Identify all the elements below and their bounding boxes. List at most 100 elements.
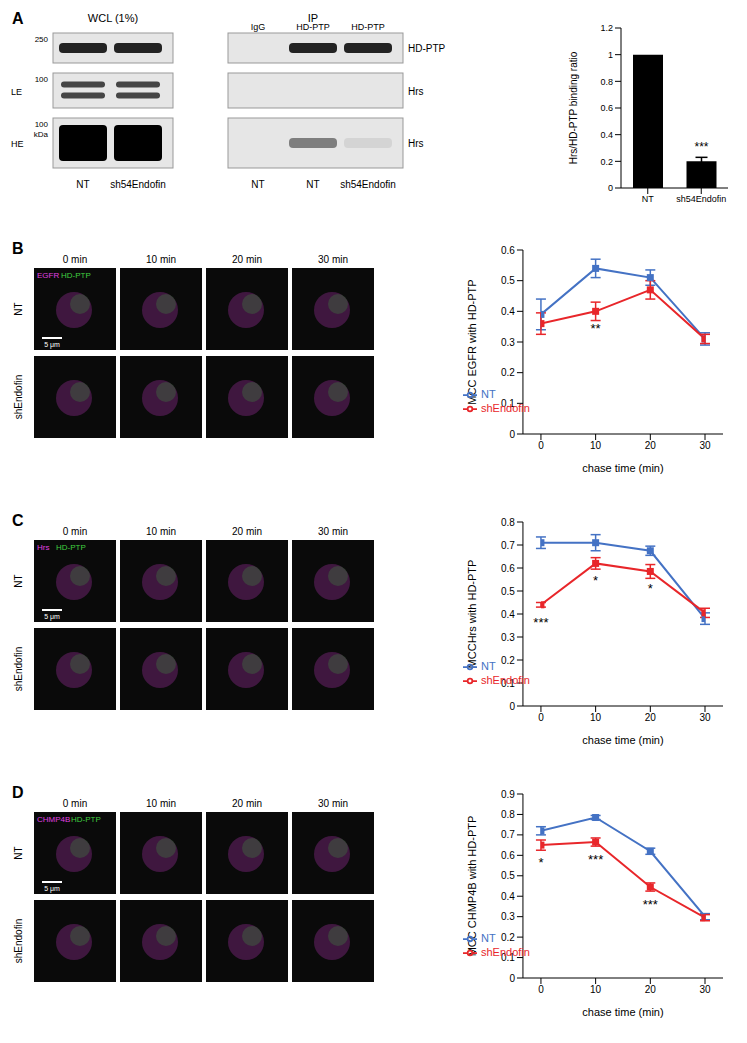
svg-text:0 min: 0 min — [63, 798, 87, 809]
svg-text:HD-PTP: HD-PTP — [296, 22, 330, 32]
svg-text:10 min: 10 min — [146, 526, 176, 537]
svg-text:0: 0 — [509, 429, 515, 440]
svg-text:*: * — [538, 855, 543, 870]
svg-text:NT: NT — [13, 846, 24, 859]
svg-text:0.2: 0.2 — [501, 367, 515, 378]
svg-text:C: C — [12, 512, 24, 529]
svg-text:30: 30 — [699, 984, 711, 995]
svg-text:30 min: 30 min — [318, 798, 348, 809]
svg-text:0.1: 0.1 — [501, 678, 515, 689]
svg-text:0: 0 — [608, 183, 613, 193]
svg-text:sh54Endofin: sh54Endofin — [110, 179, 166, 190]
svg-text:HD-PTP: HD-PTP — [351, 22, 385, 32]
svg-text:chase time (min): chase time (min) — [582, 1006, 663, 1018]
svg-text:20: 20 — [645, 440, 657, 451]
svg-text:10 min: 10 min — [146, 798, 176, 809]
svg-text:30: 30 — [699, 440, 711, 451]
svg-text:30 min: 30 min — [318, 526, 348, 537]
svg-text:0: 0 — [509, 701, 515, 712]
svg-text:0: 0 — [509, 973, 515, 984]
svg-text:**: ** — [591, 321, 601, 336]
svg-text:0.6: 0.6 — [501, 850, 515, 861]
svg-text:0.2: 0.2 — [501, 932, 515, 943]
svg-text:LE: LE — [11, 87, 22, 97]
svg-text:kDa: kDa — [34, 130, 49, 139]
svg-text:0: 0 — [538, 440, 544, 451]
svg-text:HD-PTP: HD-PTP — [71, 815, 101, 824]
svg-text:chase time (min): chase time (min) — [582, 462, 663, 474]
svg-text:NT: NT — [13, 302, 24, 315]
svg-text:HD-PTP: HD-PTP — [61, 271, 91, 280]
svg-text:sh54Endofin: sh54Endofin — [340, 179, 396, 190]
svg-text:0.9: 0.9 — [501, 789, 515, 800]
svg-text:CHMP4B: CHMP4B — [37, 815, 70, 824]
svg-text:0.1: 0.1 — [501, 952, 515, 963]
svg-text:0.8: 0.8 — [600, 77, 613, 87]
svg-text:A: A — [12, 10, 24, 27]
svg-text:30: 30 — [699, 712, 711, 723]
svg-text:0.4: 0.4 — [501, 891, 515, 902]
svg-text:1.2: 1.2 — [600, 23, 613, 33]
svg-text:Hrs: Hrs — [408, 138, 424, 149]
svg-text:20 min: 20 min — [232, 526, 262, 537]
svg-text:0.7: 0.7 — [501, 540, 515, 551]
svg-text:0.8: 0.8 — [501, 517, 515, 528]
svg-text:shEndofin: shEndofin — [13, 919, 24, 963]
svg-text:0.3: 0.3 — [501, 632, 515, 643]
svg-text:10: 10 — [590, 984, 602, 995]
svg-text:0.3: 0.3 — [501, 911, 515, 922]
svg-text:chase time (min): chase time (min) — [582, 734, 663, 746]
svg-text:0.4: 0.4 — [501, 609, 515, 620]
svg-text:5 μm: 5 μm — [44, 885, 60, 893]
svg-text:MCCHrs with HD-PTP: MCCHrs with HD-PTP — [466, 560, 478, 669]
svg-text:shEndofin: shEndofin — [13, 375, 24, 419]
svg-text:30 min: 30 min — [318, 254, 348, 265]
svg-text:10: 10 — [590, 440, 602, 451]
svg-text:IgG: IgG — [251, 22, 266, 32]
svg-text:0 min: 0 min — [63, 254, 87, 265]
svg-text:*: * — [648, 581, 653, 596]
svg-text:NT: NT — [13, 574, 24, 587]
svg-text:0 min: 0 min — [63, 526, 87, 537]
svg-text:sh54Endofin: sh54Endofin — [676, 194, 726, 204]
svg-text:100: 100 — [35, 75, 49, 84]
svg-text:0.4: 0.4 — [501, 306, 515, 317]
svg-text:***: *** — [588, 852, 603, 867]
svg-text:NT: NT — [306, 179, 319, 190]
svg-text:0.6: 0.6 — [600, 103, 613, 113]
svg-text:*: * — [593, 573, 598, 588]
svg-text:0.1: 0.1 — [501, 398, 515, 409]
svg-text:0.4: 0.4 — [600, 130, 613, 140]
svg-text:0.6: 0.6 — [501, 563, 515, 574]
svg-text:HD-PTP: HD-PTP — [408, 43, 446, 54]
svg-text:0: 0 — [538, 712, 544, 723]
svg-text:0: 0 — [538, 984, 544, 995]
svg-text:250: 250 — [35, 35, 49, 44]
svg-text:WCL (1%): WCL (1%) — [88, 12, 138, 24]
svg-text:5 μm: 5 μm — [44, 341, 60, 349]
svg-text:10: 10 — [590, 712, 602, 723]
svg-text:0.5: 0.5 — [501, 275, 515, 286]
svg-text:MCC EGFR with HD-PTP: MCC EGFR with HD-PTP — [466, 279, 478, 404]
svg-text:0.3: 0.3 — [501, 337, 515, 348]
svg-text:20 min: 20 min — [232, 254, 262, 265]
svg-text:100: 100 — [35, 120, 49, 129]
svg-text:D: D — [12, 784, 24, 801]
svg-text:0.5: 0.5 — [501, 586, 515, 597]
svg-text:10 min: 10 min — [146, 254, 176, 265]
svg-text:EGFR: EGFR — [37, 271, 59, 280]
svg-text:Hrs: Hrs — [37, 543, 49, 552]
svg-text:B: B — [12, 240, 24, 257]
svg-text:0.7: 0.7 — [501, 829, 515, 840]
svg-text:***: *** — [533, 615, 548, 630]
svg-text:0.2: 0.2 — [501, 655, 515, 666]
svg-text:Hrs: Hrs — [408, 86, 424, 97]
svg-text:1: 1 — [608, 50, 613, 60]
svg-text:5 μm: 5 μm — [44, 613, 60, 621]
svg-text:0.8: 0.8 — [501, 809, 515, 820]
svg-text:***: *** — [643, 897, 658, 912]
svg-text:MCC CHMP4B with HD-PTP: MCC CHMP4B with HD-PTP — [466, 816, 478, 957]
svg-text:***: *** — [694, 140, 708, 154]
svg-text:shEndofin: shEndofin — [13, 647, 24, 691]
svg-text:HE: HE — [11, 139, 24, 149]
